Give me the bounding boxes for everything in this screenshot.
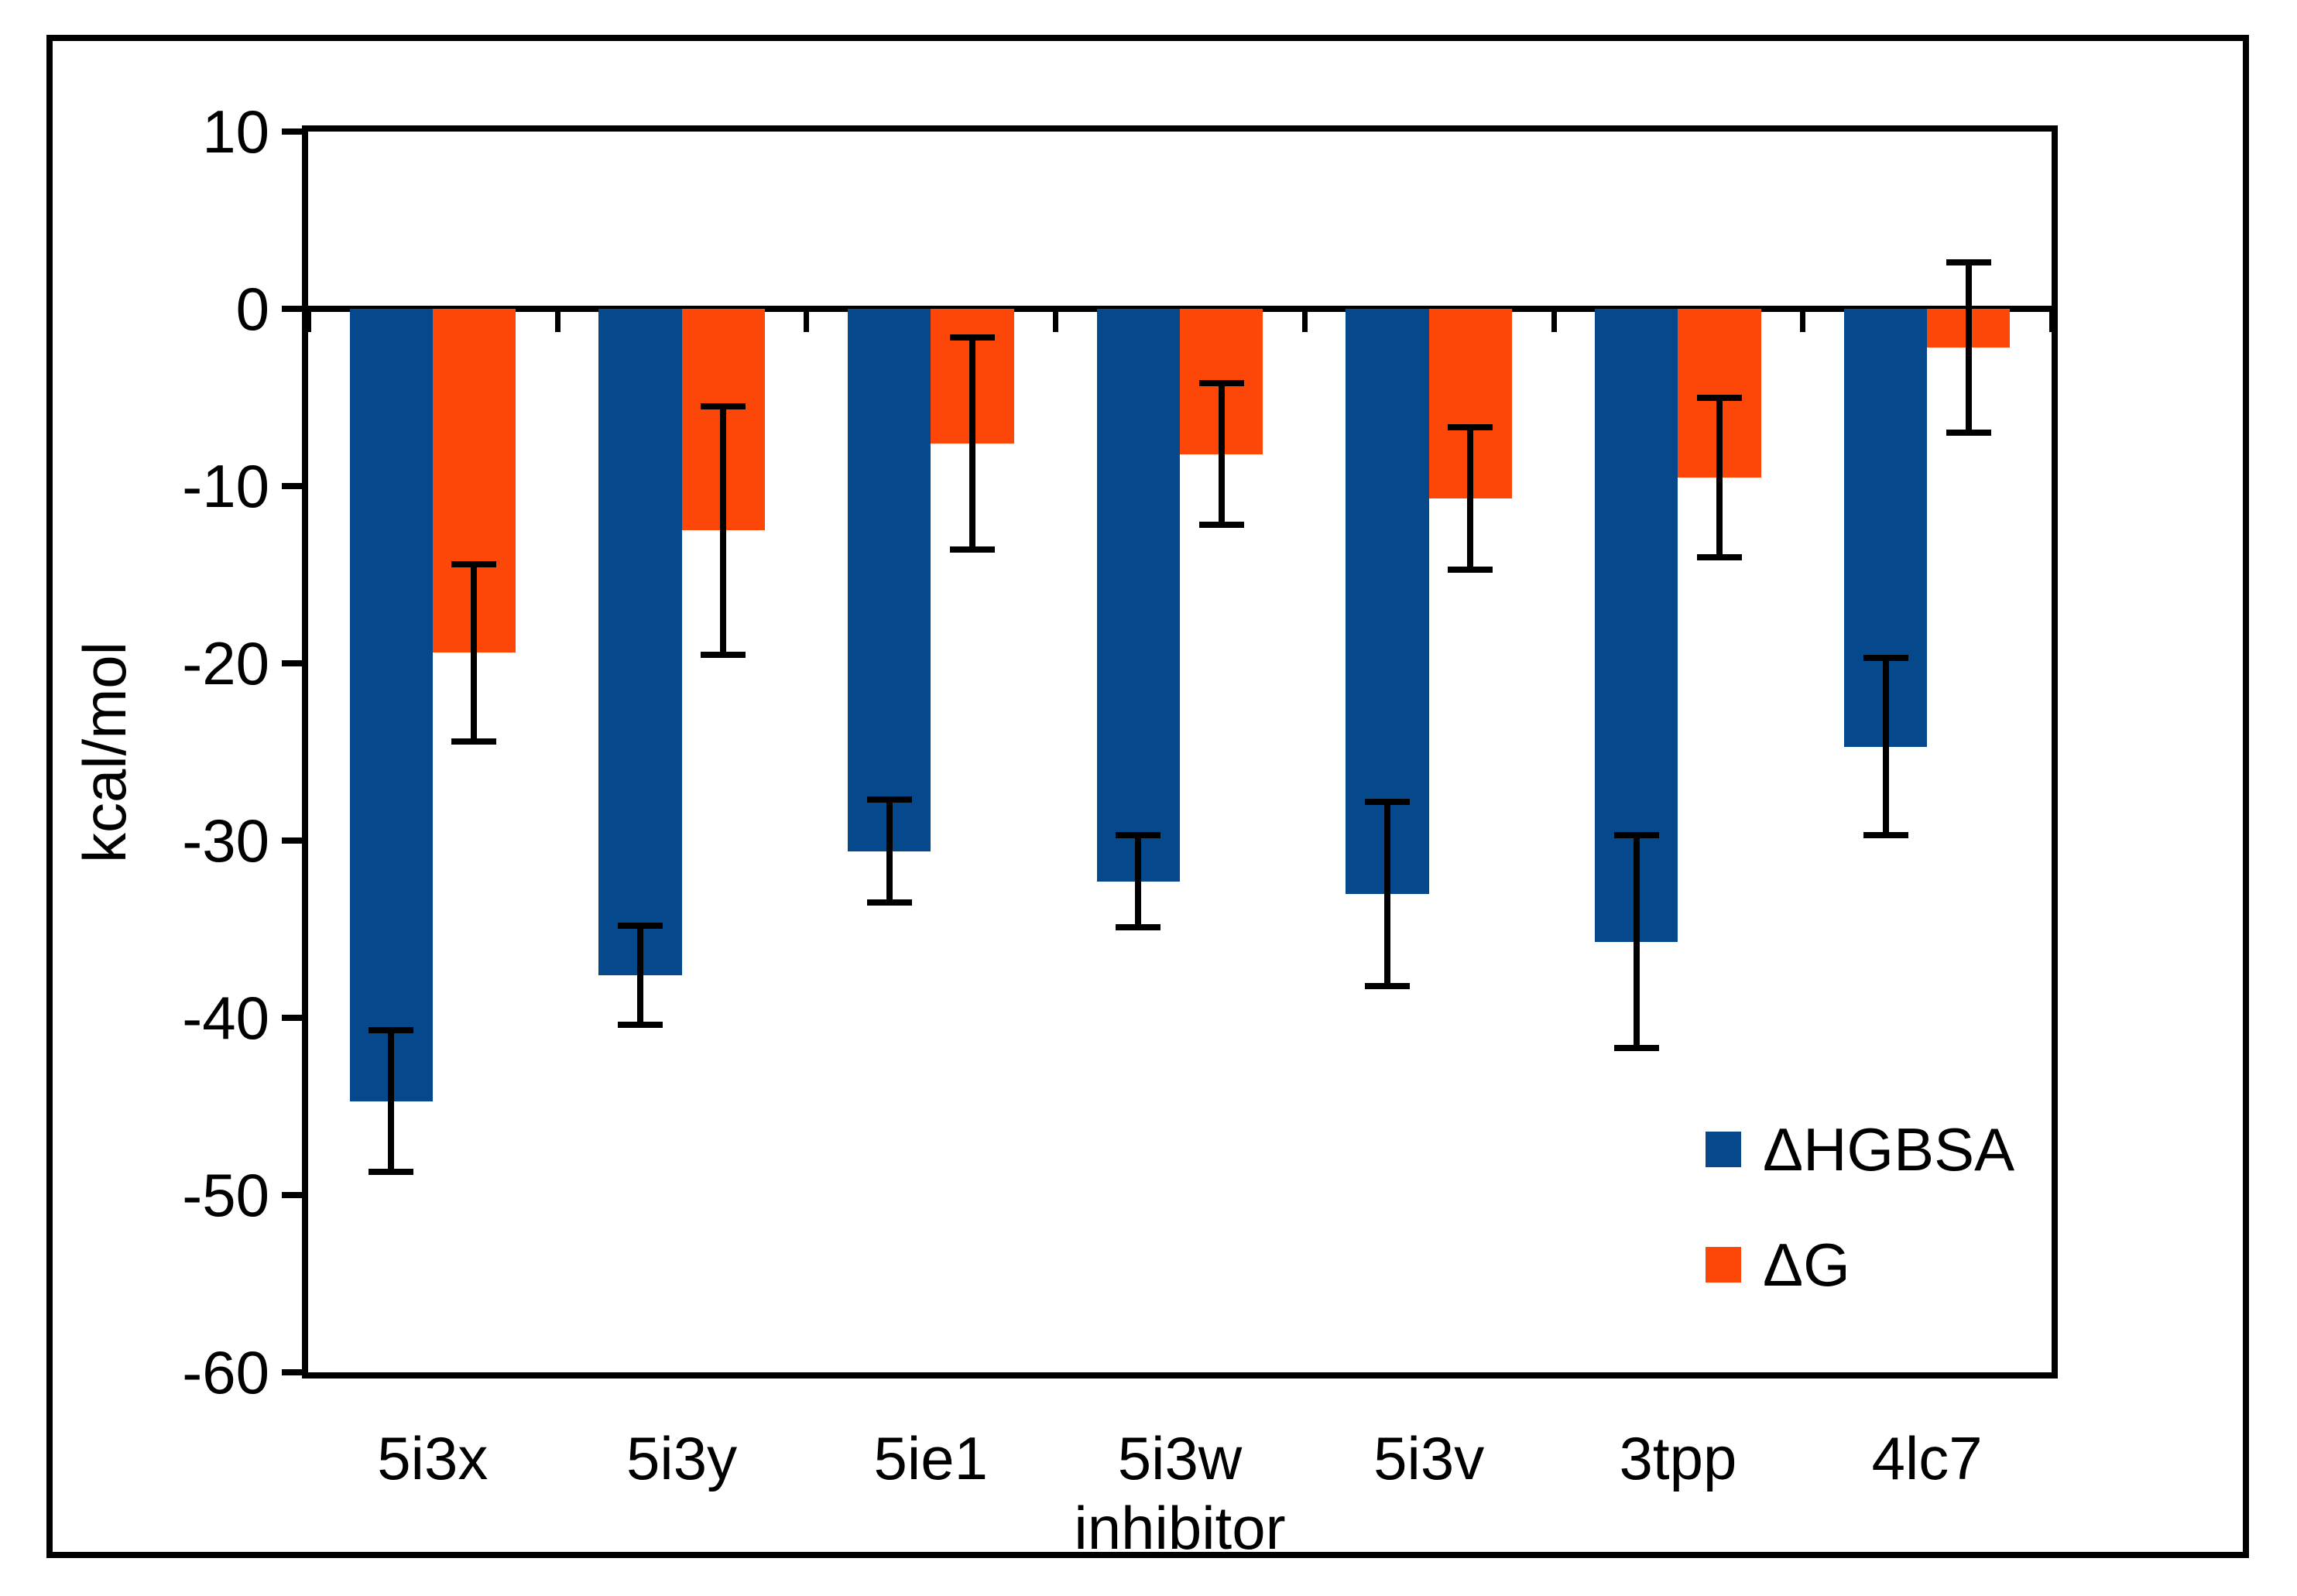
figure-border [46, 35, 2249, 1558]
error-bar-cap-bottom-series1-5i3v [1448, 566, 1493, 573]
error-bar-line-series1-5i3v [1467, 427, 1474, 570]
error-bar-cap-top-series1-5i3x [451, 560, 497, 567]
y-axis-title: kcal/mol [70, 641, 139, 864]
y-axis-tick [282, 1015, 302, 1021]
x-tick-label-5i3x: 5i3x [377, 1424, 489, 1492]
error-bar-cap-bottom-series0-5i3v [1365, 982, 1411, 989]
category-boundary-tick [1800, 309, 1806, 332]
error-bar-cap-top-series0-3tpp [1613, 832, 1659, 839]
error-bar-cap-top-series0-5i3w [1116, 832, 1161, 839]
x-axis-title: inhibitor [1074, 1494, 1286, 1562]
error-bar-cap-bottom-series1-5i3w [1198, 522, 1244, 529]
y-axis-tick [282, 837, 302, 844]
y-tick-label: -10 [182, 452, 269, 520]
error-bar-line-series0-5ie1 [886, 800, 893, 903]
error-bar-cap-bottom-series0-5i3y [617, 1022, 663, 1029]
legend-swatch-dhgbsa [1706, 1132, 1741, 1167]
error-bar-cap-bottom-series1-5ie1 [949, 546, 995, 553]
y-tick-label: -50 [182, 1161, 269, 1229]
error-bar-cap-bottom-series1-5i3y [701, 651, 746, 658]
y-axis-tick [282, 483, 302, 489]
bar-series0-5i3v [1346, 309, 1429, 894]
error-bar-line-series0-5i3w [1135, 835, 1142, 928]
legend-item-dhgbsa: ΔHGBSA [1706, 1114, 2014, 1185]
error-bar-cap-bottom-series0-5i3x [369, 1169, 414, 1176]
y-tick-label: -20 [182, 629, 269, 697]
legend-label-dhgbsa: ΔHGBSA [1763, 1115, 2015, 1183]
category-boundary-tick [804, 309, 810, 332]
y-axis-tick [282, 306, 302, 312]
error-bar-cap-top-series1-5i3v [1448, 424, 1493, 431]
plot-frame [302, 125, 2058, 1379]
y-tick-label: -30 [182, 807, 269, 875]
category-boundary-tick [306, 309, 311, 332]
error-bar-cap-top-series0-5i3x [369, 1027, 414, 1034]
y-tick-label: 0 [235, 275, 269, 343]
error-bar-line-series0-5i3v [1384, 801, 1391, 986]
error-bar-cap-bottom-series0-3tpp [1613, 1044, 1659, 1051]
category-boundary-tick [1301, 309, 1308, 332]
error-bar-cap-top-series0-4lc7 [1863, 655, 1908, 662]
error-bar-cap-top-series1-5i3y [701, 402, 746, 409]
y-tick-label: 10 [202, 98, 269, 166]
error-bar-line-series0-5i3x [388, 1030, 395, 1173]
category-boundary-tick [2049, 309, 2055, 332]
error-bar-line-series1-5ie1 [969, 337, 975, 550]
category-boundary-tick [554, 309, 561, 332]
category-boundary-tick [1551, 309, 1557, 332]
error-bar-cap-bottom-series0-5i3w [1116, 924, 1161, 931]
error-bar-line-series0-5i3y [636, 925, 643, 1026]
error-bar-line-series1-5i3y [720, 406, 727, 655]
error-bar-cap-top-series1-5i3w [1198, 380, 1244, 387]
legend-swatch-dg [1706, 1247, 1741, 1283]
y-tick-label: -60 [182, 1338, 269, 1406]
error-bar-cap-bottom-series1-4lc7 [1946, 430, 1991, 437]
x-tick-label-5i3w: 5i3w [1117, 1424, 1243, 1492]
error-bar-cap-bottom-series1-3tpp [1697, 553, 1743, 560]
error-bar-cap-top-series0-5ie1 [866, 796, 912, 803]
x-tick-label-3tpp: 3tpp [1619, 1424, 1737, 1492]
x-tick-label-5i3v: 5i3v [1373, 1424, 1485, 1492]
error-bar-cap-top-series1-5ie1 [949, 334, 995, 341]
error-bar-cap-bottom-series0-5ie1 [866, 899, 912, 906]
y-axis-tick [282, 1192, 302, 1198]
x-tick-label-4lc7: 4lc7 [1871, 1424, 1983, 1492]
error-bar-line-series0-4lc7 [1882, 658, 1889, 836]
error-bar-cap-top-series1-3tpp [1697, 394, 1743, 401]
bar-series0-5ie1 [848, 309, 931, 851]
error-bar-line-series1-4lc7 [1965, 262, 1972, 433]
x-tick-label-5ie1: 5ie1 [873, 1424, 989, 1492]
error-bar-cap-bottom-series1-5i3x [451, 738, 497, 745]
error-bar-line-series0-3tpp [1633, 835, 1640, 1048]
error-bar-cap-top-series0-5i3v [1365, 798, 1411, 805]
bar-series0-5i3y [598, 309, 682, 976]
category-boundary-tick [1053, 309, 1059, 332]
bar-series0-5i3w [1096, 309, 1180, 882]
y-axis-tick [282, 1369, 302, 1375]
legend-label-dg: ΔG [1763, 1231, 1850, 1299]
legend-item-dg: ΔG [1706, 1229, 1850, 1300]
y-axis-tick [282, 660, 302, 666]
error-bar-line-series1-3tpp [1716, 397, 1723, 557]
error-bar-cap-top-series1-4lc7 [1946, 259, 1991, 266]
error-bar-cap-top-series0-5i3y [617, 922, 663, 929]
y-axis-tick [282, 128, 302, 135]
error-bar-line-series1-5i3w [1218, 383, 1225, 526]
error-bar-cap-bottom-series0-4lc7 [1863, 832, 1908, 839]
bar-series0-5i3x [349, 309, 433, 1101]
y-tick-label: -40 [182, 984, 269, 1052]
error-bar-line-series1-5i3x [471, 563, 478, 741]
x-tick-label-5i3y: 5i3y [626, 1424, 738, 1492]
